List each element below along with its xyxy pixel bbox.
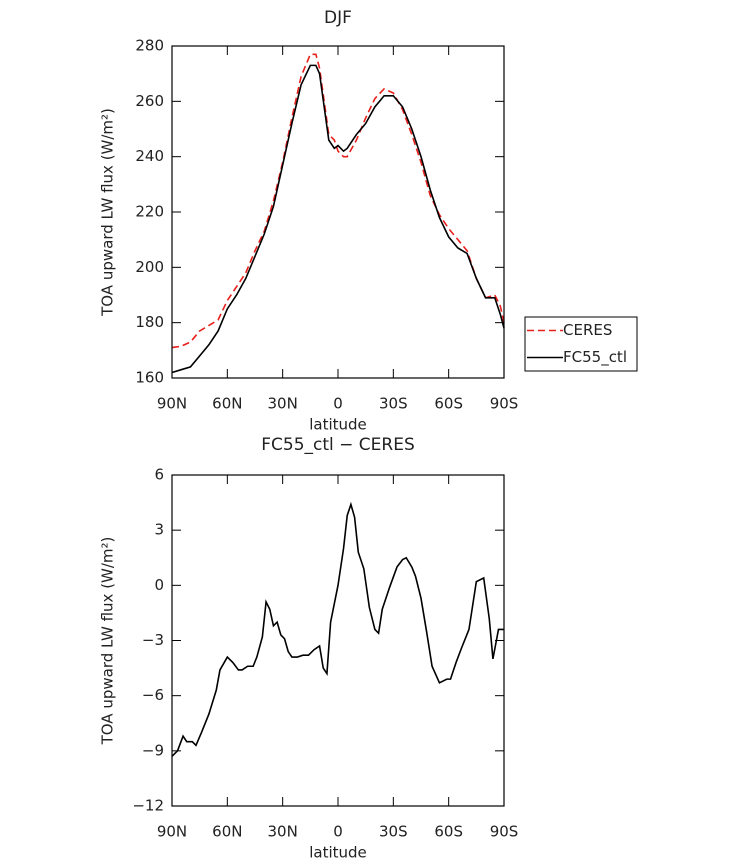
x-tick-label: 90S: [490, 395, 519, 413]
y-tick-label: −12: [132, 797, 164, 815]
y-tick-label: 0: [154, 576, 164, 594]
legend-box: [524, 316, 638, 372]
x-tick-label: 90N: [157, 823, 187, 841]
x-tick-label: 0: [333, 823, 343, 841]
x-axis-label: latitude: [309, 844, 367, 862]
x-tick-label: 60N: [212, 823, 242, 841]
y-tick-label: 280: [135, 37, 164, 55]
y-tick-label: −9: [142, 741, 164, 759]
legend-label: CERES: [563, 321, 612, 339]
y-tick-label: 3: [154, 521, 164, 539]
chart-title: FC55_ctl − CERES: [261, 435, 415, 455]
y-axis-label: TOA upward LW flux (W/m²): [99, 537, 117, 746]
y-tick-label: 240: [135, 147, 164, 165]
x-tick-label: 30S: [379, 395, 408, 413]
x-tick-label: 30S: [379, 823, 408, 841]
plot-frame: [171, 45, 505, 379]
chart-title: DJF: [324, 8, 352, 28]
y-axis-label: TOA upward LW flux (W/m²): [99, 108, 117, 317]
legend-label: FC55_ctl: [563, 348, 627, 367]
data-line: [171, 53, 505, 349]
x-axis-label: latitude: [309, 416, 367, 434]
x-tick-label: 30N: [268, 395, 298, 413]
data-line: [171, 501, 504, 757]
x-tick-label: 0: [333, 395, 343, 413]
x-tick-label: 60S: [434, 823, 463, 841]
y-tick-label: 260: [135, 92, 164, 110]
y-tick-label: −3: [142, 631, 164, 649]
x-tick-label: 60N: [212, 395, 242, 413]
data-line: [171, 64, 505, 374]
x-tick-label: 90S: [490, 823, 519, 841]
y-tick-label: −6: [142, 686, 164, 704]
y-tick-label: 160: [135, 369, 164, 387]
y-tick-label: 220: [135, 203, 164, 221]
plot-frame: [171, 474, 505, 807]
x-tick-label: 60S: [434, 395, 463, 413]
y-tick-label: 6: [154, 466, 164, 484]
y-tick-label: 180: [135, 313, 164, 331]
y-tick-label: 200: [135, 258, 164, 276]
x-tick-label: 90N: [157, 395, 187, 413]
x-tick-label: 30N: [268, 823, 298, 841]
